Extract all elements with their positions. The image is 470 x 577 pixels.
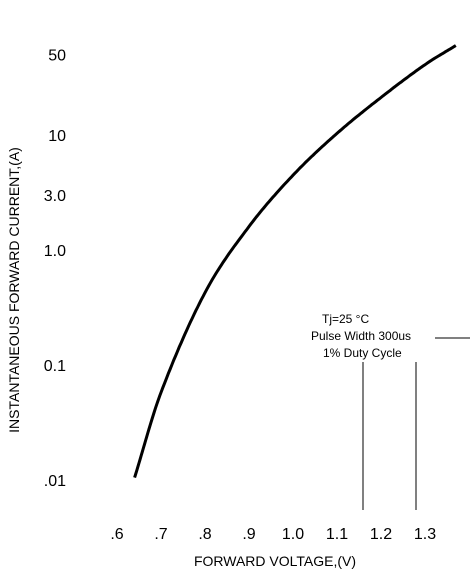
x-tick-label: 1.0 <box>282 526 304 543</box>
x-tick-label: .7 <box>154 526 167 543</box>
x-tick-label: .6 <box>110 526 123 543</box>
x-tick-label: .9 <box>242 526 255 543</box>
x-axis-title: FORWARD VOLTAGE,(V) <box>194 553 356 569</box>
temperature-note: Tj=25 °C <box>322 312 369 326</box>
x-tick-label: 1.3 <box>414 526 436 543</box>
y-tick-label: 1.0 <box>44 243 66 260</box>
y-tick-label: 3.0 <box>44 188 66 205</box>
y-axis-title: INSTANTANEOUS FORWARD CURRENT,(A) <box>6 147 22 433</box>
y-axis-ticks: 50 10 3.0 1.0 0.1 .01 <box>44 48 66 490</box>
y-tick-label: .01 <box>44 473 66 490</box>
test-conditions-note: Tj=25 °C Pulse Width 300us 1% Duty Cycle <box>311 312 470 510</box>
x-tick-label: .8 <box>198 526 211 543</box>
y-tick-label: 50 <box>48 48 66 65</box>
x-tick-label: 1.2 <box>370 526 392 543</box>
y-tick-label: 10 <box>48 128 66 145</box>
duty-cycle-note: 1% Duty Cycle <box>323 346 402 360</box>
y-tick-label: 0.1 <box>44 358 66 375</box>
forward-current-curve <box>133 44 457 479</box>
x-axis-ticks: .6 .7 .8 .9 1.0 1.1 1.2 1.3 <box>110 526 436 543</box>
x-tick-label: 1.1 <box>326 526 348 543</box>
pulse-width-note: Pulse Width 300us <box>311 329 411 343</box>
